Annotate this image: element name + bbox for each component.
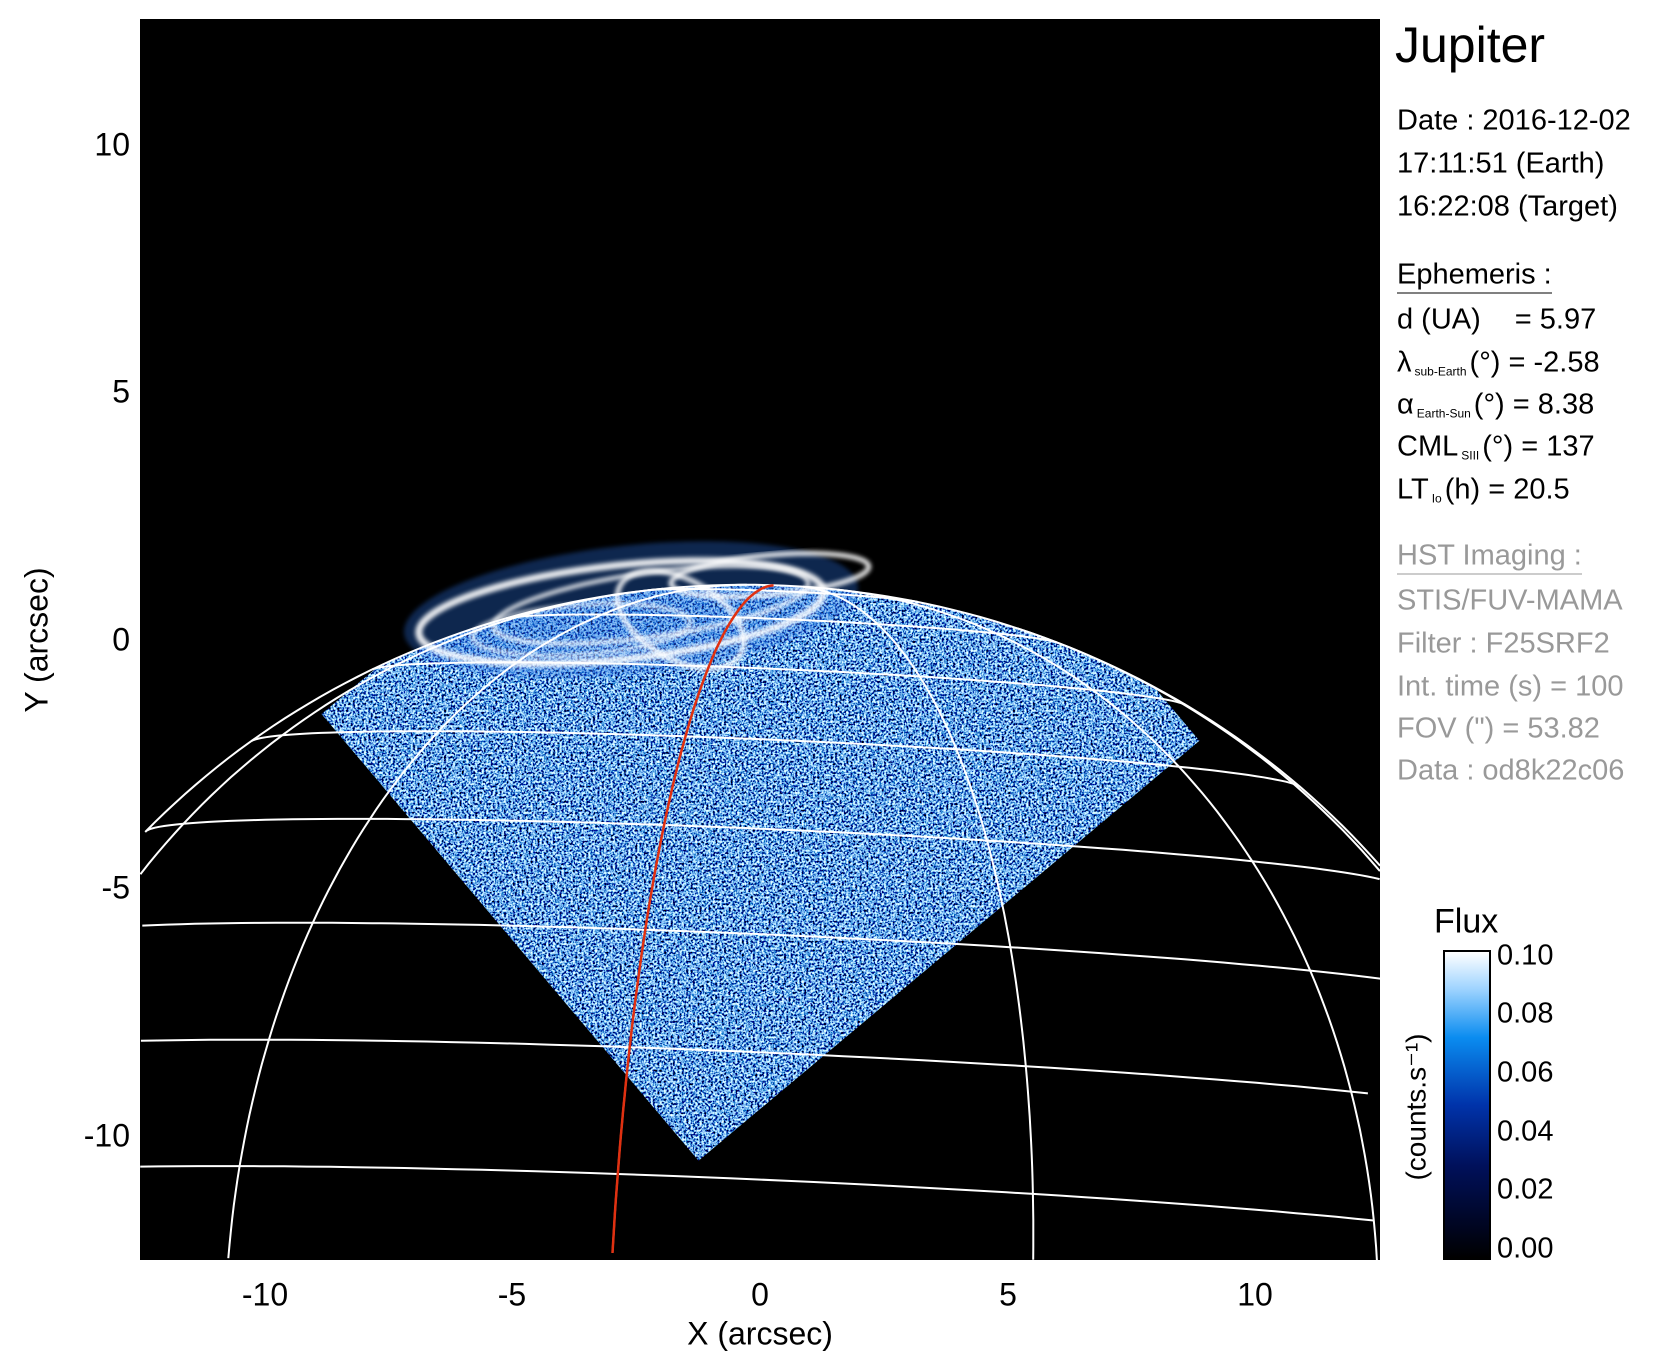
jupiter-image: [140, 541, 1380, 1260]
x-tick: -10: [241, 1276, 289, 1313]
colorbar-title: Flux: [1434, 902, 1499, 941]
cml-value: (°) = 137: [1482, 430, 1595, 463]
colorbar-unit-label: (counts.s⁻¹): [1400, 1033, 1432, 1181]
instrument: STIS/FUV-MAMA: [1397, 584, 1623, 617]
colorbar-tick: 0.00: [1497, 1232, 1554, 1265]
auroral-emission: [668, 550, 872, 600]
data-id: Data : od8k22c06: [1397, 754, 1625, 787]
time-target: 16:22:08 (Target): [1397, 190, 1618, 223]
y-tick: 10: [94, 126, 130, 163]
x-axis-label: X (arcsec): [687, 1315, 833, 1352]
colorbar-tick: 0.04: [1497, 1115, 1554, 1148]
lambda-value: (°) = -2.58: [1469, 346, 1600, 379]
colorbar-tick: 0.08: [1497, 997, 1554, 1030]
latitude-line: [251, 730, 1301, 788]
y-axis-label: Y (arcsec): [18, 567, 55, 713]
distance-label: d (UA): [1397, 303, 1481, 336]
lt-symbol: LT: [1397, 473, 1429, 506]
highlight-meridian: [611, 584, 774, 1253]
io-lt-row: LT Io (h) = 20.5: [1397, 474, 1570, 507]
cml-subscript: SIII: [1461, 448, 1480, 463]
y-tick: -5: [101, 869, 130, 906]
target-title: Jupiter: [1395, 17, 1546, 73]
latitude-line: [140, 1165, 1374, 1222]
latitude-line: [372, 661, 1187, 706]
x-tick: 5: [999, 1276, 1017, 1313]
y-tick: 0: [112, 621, 130, 658]
latitude-line: [140, 1038, 1369, 1095]
x-tick: 0: [751, 1276, 769, 1313]
distance-value: = 5.97: [1514, 303, 1597, 336]
meridian-line: [227, 583, 747, 1259]
sub-earth-lat-row: λ sub-Earth (°) = -2.58: [1397, 347, 1600, 380]
filter: Filter : F25SRF2: [1397, 627, 1610, 660]
colorbar-tick: 0.10: [1497, 939, 1554, 972]
alpha-subscript: Earth-Sun: [1416, 406, 1471, 421]
lt-subscript: Io: [1431, 491, 1442, 506]
x-tick: -5: [497, 1276, 527, 1313]
colorbar-tick: 0.02: [1497, 1173, 1554, 1206]
cml-symbol: CML: [1397, 430, 1459, 463]
phase-angle-row: α Earth-Sun (°) = 8.38: [1397, 389, 1594, 422]
alpha-value: (°) = 8.38: [1473, 388, 1595, 421]
time-earth: 17:11:51 (Earth): [1397, 147, 1605, 180]
ephemeris-title: Ephemeris :: [1397, 259, 1552, 294]
lt-value: (h) = 20.5: [1444, 473, 1570, 506]
latitude-line: [146, 817, 1380, 881]
meridian-line: [837, 588, 1378, 1260]
date-text: Date : 2016-12-02: [1397, 104, 1631, 137]
meridian-line: [1017, 627, 1380, 872]
integration-time: Int. time (s) = 100: [1397, 670, 1624, 703]
colorbar-tick: 0.06: [1497, 1056, 1554, 1089]
lambda-subscript: sub-Earth: [1414, 364, 1467, 379]
fov: FOV (") = 53.82: [1397, 712, 1600, 745]
auroral-emission: [471, 602, 692, 657]
lambda-symbol: λ: [1397, 346, 1412, 379]
colorbar: [1443, 950, 1491, 1260]
latitude-line: [505, 613, 1058, 644]
plot-area: [140, 19, 1380, 1260]
y-tick: 5: [112, 373, 130, 410]
alpha-symbol: α: [1397, 388, 1414, 421]
cml-row: CML SIII (°) = 137: [1397, 431, 1595, 464]
distance-row: d (UA) = 5.97: [1397, 304, 1596, 337]
hst-title: HST Imaging :: [1397, 540, 1582, 575]
x-tick: 10: [1237, 1276, 1273, 1313]
meridian-line: [140, 587, 664, 875]
y-tick: -10: [83, 1117, 130, 1154]
latitude-line: [142, 921, 1380, 980]
meridian-line: [802, 585, 1035, 1260]
